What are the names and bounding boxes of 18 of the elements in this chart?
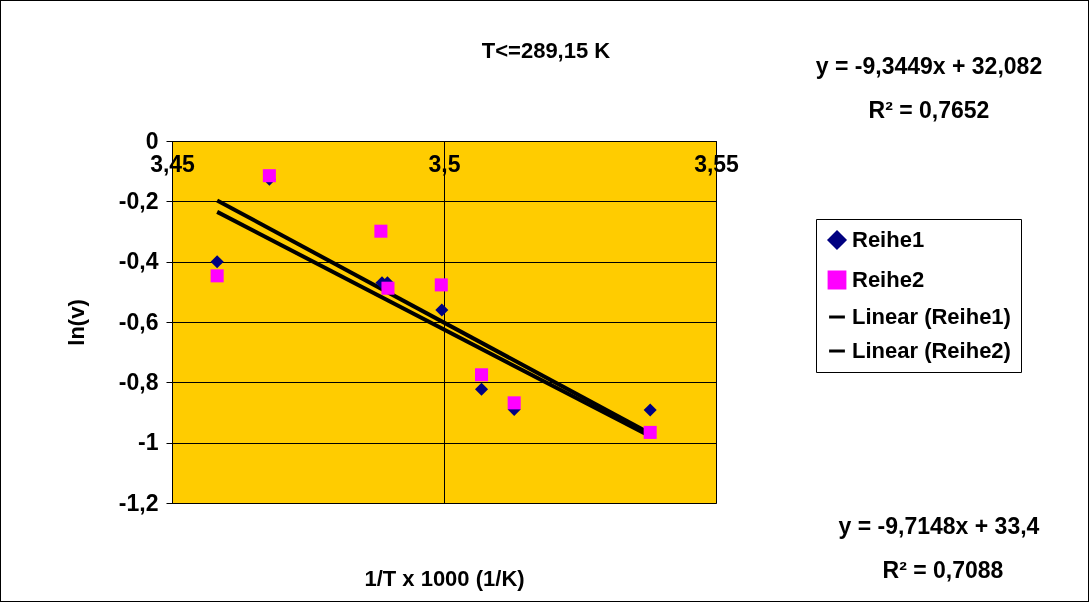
- legend-label: Linear (Reihe2): [852, 338, 1011, 363]
- legend-label: Linear (Reihe1): [852, 304, 1011, 329]
- y-axis-title: ln(v): [63, 299, 89, 346]
- y-tick-label: -1,2: [118, 489, 159, 516]
- x-axis-title: 1/T x 1000 (1/K): [364, 565, 525, 591]
- y-tick-label: -0,6: [118, 308, 159, 335]
- x-tick-label: 3,55: [694, 150, 740, 177]
- text: y = -9,7148x + 33,4: [838, 513, 1040, 539]
- y-tick-label: -0,4: [118, 248, 159, 275]
- legend-label: Reihe2: [852, 267, 925, 292]
- y-tick-label: -0,2: [118, 187, 159, 214]
- y-tick-label: -1: [138, 429, 159, 456]
- text: R² = 0,7088: [882, 557, 1004, 583]
- text: R² = 0,7652: [868, 97, 990, 123]
- y-tick-label: -0,8: [118, 368, 159, 395]
- text: y = -9,3449x + 32,082: [815, 53, 1043, 79]
- chart-title: T<=289,15 K: [481, 38, 611, 63]
- legend-label: Reihe1: [852, 227, 925, 252]
